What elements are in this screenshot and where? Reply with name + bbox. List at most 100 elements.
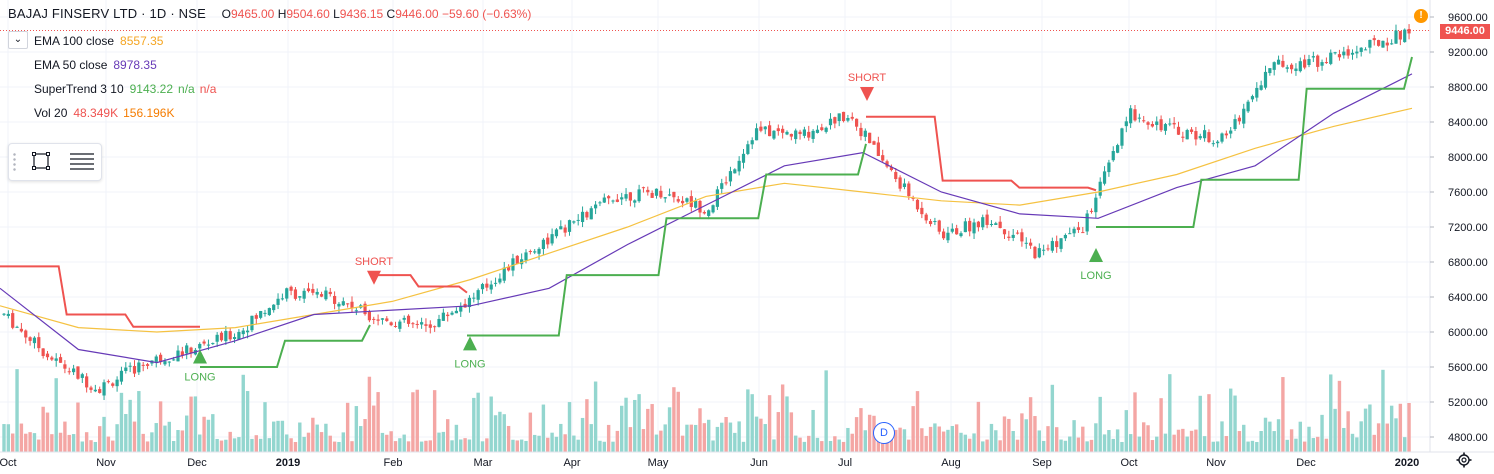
volume-bar: [541, 404, 546, 452]
indicator-ema100[interactable]: EMA 100 close 8557.35: [34, 34, 163, 48]
candle-body: [1172, 122, 1176, 125]
candle-body: [911, 197, 915, 199]
candle-body: [1407, 28, 1411, 34]
indicator-volume[interactable]: Vol 20 48.349K 156.196K: [34, 106, 174, 120]
volume-bar: [224, 439, 228, 452]
candle-body: [1259, 85, 1263, 90]
candle-body: [607, 196, 611, 199]
candle-body: [846, 117, 850, 121]
volume-bar: [1350, 433, 1355, 452]
candle-body: [124, 367, 128, 372]
candle-body: [502, 267, 506, 281]
candle-body: [1355, 51, 1359, 54]
indicator-value: 48.349K: [73, 106, 119, 120]
candle-body: [328, 291, 332, 295]
candle-body: [1403, 29, 1407, 43]
chevron-down-icon[interactable]: ⌄: [8, 31, 28, 49]
settings-icon[interactable]: [1456, 452, 1472, 468]
volume-bar: [411, 392, 415, 452]
high-label: H: [277, 7, 287, 21]
time-axis[interactable]: Oct Nov Dec 2019 Feb Mar Apr May Jun Jul Aug Sep Oct…: [0, 451, 1494, 469]
candle-body: [398, 321, 402, 329]
indicator-value: 9143.22: [129, 82, 174, 96]
volume-bar: [1037, 430, 1041, 452]
candle-body: [1381, 40, 1385, 48]
volume-bar: [519, 439, 524, 452]
volume-bar: [1268, 421, 1272, 452]
volume-bar: [437, 432, 441, 452]
symbol-title[interactable]: BAJAJ FINSERV LTD · 1D · NSE: [8, 6, 206, 21]
volume-bar: [189, 396, 193, 452]
volume-bar: [502, 414, 506, 452]
volume-bar: [1033, 416, 1037, 452]
volume-bar: [1246, 441, 1250, 452]
volume-bar: [241, 374, 245, 452]
volume-bar: [341, 432, 345, 452]
candle-body: [1281, 60, 1285, 67]
volume-bar: [459, 439, 463, 452]
volume-bar: [93, 441, 98, 452]
ema50-line: [0, 73, 1413, 364]
candle-body: [876, 142, 880, 156]
candle-body: [794, 130, 798, 140]
lines-icon[interactable]: [69, 151, 95, 171]
candle-body: [855, 118, 859, 127]
indicator-supertrend[interactable]: SuperTrend 3 10 9143.22 n/a n/a: [34, 82, 216, 96]
volume-bar: [1128, 434, 1133, 452]
candle-body: [1303, 59, 1307, 68]
candle-body: [828, 118, 833, 126]
volume-bar: [171, 441, 176, 452]
candle-body: [393, 325, 398, 327]
candle-body: [315, 291, 319, 295]
volume-bar: [1133, 392, 1137, 452]
volume-bar: [1311, 438, 1316, 452]
volume-bar: [446, 419, 450, 452]
candle-body: [472, 297, 476, 299]
price-tick-label: 9600.00: [1448, 12, 1488, 24]
candle-body: [346, 303, 350, 305]
volume-bar: [1376, 423, 1381, 452]
volume-bar: [215, 438, 219, 452]
candle-body: [559, 226, 563, 230]
volume-bar: [1111, 438, 1115, 452]
volume-bar: [245, 391, 250, 452]
volume-bar: [1011, 431, 1015, 452]
supertrend-line: [200, 324, 371, 368]
drag-handle[interactable]: [13, 152, 16, 172]
volume-bar: [154, 423, 158, 452]
candle-body: [1011, 234, 1015, 238]
candle-body: [672, 191, 676, 198]
candle-body: [968, 220, 972, 232]
rectangle-icon[interactable]: [31, 151, 51, 171]
candle-body: [137, 362, 141, 373]
volume-bar: [537, 435, 541, 452]
volume-bar: [1089, 439, 1094, 452]
volume-bar: [1389, 405, 1394, 452]
volume-bar: [198, 434, 202, 452]
candle-body: [1242, 108, 1246, 124]
volume-bar: [228, 431, 232, 452]
ema100-line: [0, 107, 1413, 333]
supertrend-signals: LONG SHORT LONG SHORT LONG: [184, 72, 1111, 384]
volume-bar: [376, 392, 380, 452]
volume-bar: [1159, 398, 1163, 452]
dividend-marker[interactable]: D: [873, 422, 895, 444]
volume-bar: [667, 407, 672, 452]
low-value: 9436.15: [339, 7, 384, 21]
candle-body: [602, 197, 606, 203]
info-icon[interactable]: !: [1414, 9, 1428, 23]
candle-body: [198, 343, 202, 349]
candle-body: [1029, 242, 1033, 246]
time-tick-label: Apr: [563, 457, 580, 469]
indicator-ema50[interactable]: EMA 50 close 8978.35: [34, 58, 157, 72]
volume-bar: [889, 436, 894, 452]
drawing-toolbox[interactable]: [8, 143, 102, 181]
candle-body: [454, 310, 458, 314]
volume-bar: [1050, 384, 1055, 452]
price-axis[interactable]: 9600.00 9200.00 8800.00 8400.00 8000.00 7600.…: [1429, 0, 1494, 474]
candle-body: [15, 326, 19, 328]
volume-bar: [115, 424, 119, 452]
candle-body: [337, 303, 341, 307]
volume-bar: [463, 438, 467, 452]
